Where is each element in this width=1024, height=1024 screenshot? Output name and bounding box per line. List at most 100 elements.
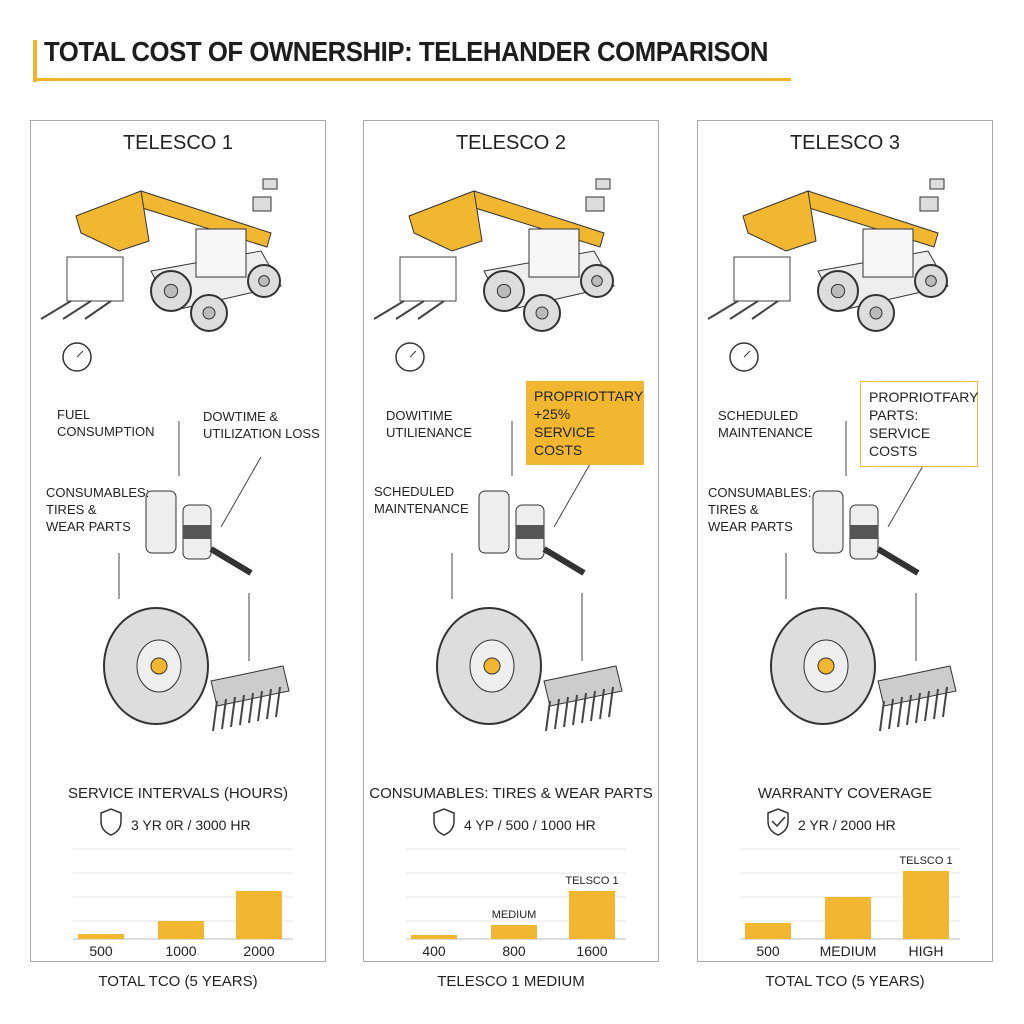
tine bbox=[554, 698, 560, 730]
canister-band bbox=[183, 525, 211, 539]
part bbox=[929, 178, 945, 190]
hub bbox=[202, 306, 216, 320]
cost-label: FUEL CONSUMPTION bbox=[57, 407, 155, 439]
canister bbox=[478, 490, 510, 554]
tine bbox=[563, 696, 569, 728]
tine bbox=[879, 700, 885, 732]
hub bbox=[258, 275, 270, 287]
tine bbox=[572, 694, 578, 726]
stopwatch-hand bbox=[76, 350, 84, 358]
panel: TELESCO 3 SCHEDULED MAINTENANCE CONSUMABLE… bbox=[697, 120, 993, 990]
cab bbox=[195, 228, 247, 278]
part bbox=[262, 178, 278, 190]
tool bbox=[209, 546, 253, 576]
panel-footer: TOTAL TCO (5 YEARS) bbox=[98, 973, 258, 990]
bar-label: 2000 bbox=[243, 943, 275, 959]
stopwatch-hand bbox=[409, 350, 417, 358]
bar bbox=[903, 871, 949, 939]
canister bbox=[812, 490, 844, 554]
illustration bbox=[373, 178, 626, 940]
panel: TELESCO 2 DOWITIME UTILIENANCE SCHEDULED M… bbox=[363, 120, 659, 990]
tine bbox=[590, 690, 596, 722]
fork bbox=[84, 300, 112, 320]
rake bbox=[543, 665, 623, 707]
title-rule-h bbox=[33, 78, 791, 81]
rake bbox=[877, 665, 957, 707]
cost-label: CONSUMABLES: TIRES & WEAR PARTS bbox=[708, 485, 812, 534]
tine bbox=[897, 696, 903, 728]
panel-title: TELESCO 3 bbox=[789, 132, 901, 154]
tine bbox=[275, 686, 281, 718]
hub bbox=[817, 657, 835, 675]
canister-band bbox=[516, 525, 544, 539]
hub bbox=[163, 283, 179, 299]
check bbox=[771, 816, 786, 828]
fork bbox=[417, 300, 445, 320]
fork bbox=[40, 300, 72, 320]
cost-label: DOWITIME UTILIENANCE bbox=[386, 408, 472, 440]
cost-label: DOWTIME & UTILIZATION LOSS bbox=[203, 409, 320, 441]
bar bbox=[491, 925, 537, 939]
panel-title: TELESCO 1 bbox=[122, 132, 234, 154]
title-rule-v bbox=[33, 40, 37, 82]
hub bbox=[496, 283, 512, 299]
bar-label: 500 bbox=[89, 943, 113, 959]
stopwatch-hand bbox=[743, 350, 751, 358]
cab bbox=[528, 228, 580, 278]
tine bbox=[545, 700, 551, 732]
tine bbox=[906, 694, 912, 726]
tine bbox=[888, 698, 894, 730]
panel: TELESCO 1 FUEL CONSUMPTION DOWTIME & UTILI… bbox=[30, 120, 326, 990]
tool bbox=[542, 546, 586, 576]
shield-icon bbox=[433, 808, 455, 836]
tine bbox=[608, 686, 614, 718]
cab bbox=[862, 228, 914, 278]
tine bbox=[230, 696, 236, 728]
part bbox=[919, 196, 939, 212]
fork bbox=[395, 300, 425, 320]
bar-top-label: TELSCO 1 bbox=[899, 855, 953, 867]
bar bbox=[569, 891, 615, 939]
bar-label: 400 bbox=[422, 943, 446, 959]
tine bbox=[257, 690, 263, 722]
cost-label: SCHEDULED MAINTENANCE bbox=[718, 408, 813, 440]
arrow bbox=[887, 456, 929, 528]
spec: 2 YR / 2000 HR bbox=[798, 817, 896, 833]
bar-top-label: TELSCO 1 bbox=[565, 875, 619, 887]
cost-label: CONSUMABLES: TIRES & WEAR PARTS bbox=[46, 485, 150, 534]
section-title: SERVICE INTERVALS (HOURS) bbox=[67, 785, 289, 802]
bar-top-label: MEDIUM bbox=[491, 909, 537, 921]
tine bbox=[942, 686, 948, 718]
shield-icon bbox=[767, 808, 789, 836]
canister-band bbox=[850, 525, 878, 539]
tine bbox=[221, 698, 227, 730]
callout: PROPRIOTTARY +25% SERVICE COSTS bbox=[526, 381, 644, 465]
bar-label: 800 bbox=[502, 943, 526, 959]
fork-frame bbox=[733, 256, 791, 302]
cost-label: SCHEDULED MAINTENANCE bbox=[374, 484, 469, 516]
bar bbox=[158, 921, 204, 939]
callout: PROPRIOTFARY PARTS: SERVICE COSTS bbox=[860, 381, 978, 467]
tine bbox=[581, 692, 587, 724]
section-title: WARRANTY COVERAGE bbox=[757, 785, 933, 802]
panel-title: TELESCO 2 bbox=[455, 132, 567, 154]
hub bbox=[535, 306, 549, 320]
tine bbox=[924, 690, 930, 722]
bar-label: MEDIUM bbox=[819, 943, 877, 959]
part bbox=[585, 196, 605, 212]
tool bbox=[876, 546, 920, 576]
arrow bbox=[553, 456, 595, 528]
hub bbox=[591, 275, 603, 287]
shield-icon bbox=[100, 808, 122, 836]
bucket bbox=[75, 190, 150, 252]
bar-label: HIGH bbox=[908, 943, 944, 959]
hub bbox=[869, 306, 883, 320]
bar bbox=[411, 935, 457, 939]
fork bbox=[373, 300, 405, 320]
fork bbox=[707, 300, 739, 320]
bar bbox=[745, 923, 791, 939]
rake bbox=[210, 665, 290, 707]
bar bbox=[825, 897, 871, 939]
tine bbox=[239, 694, 245, 726]
